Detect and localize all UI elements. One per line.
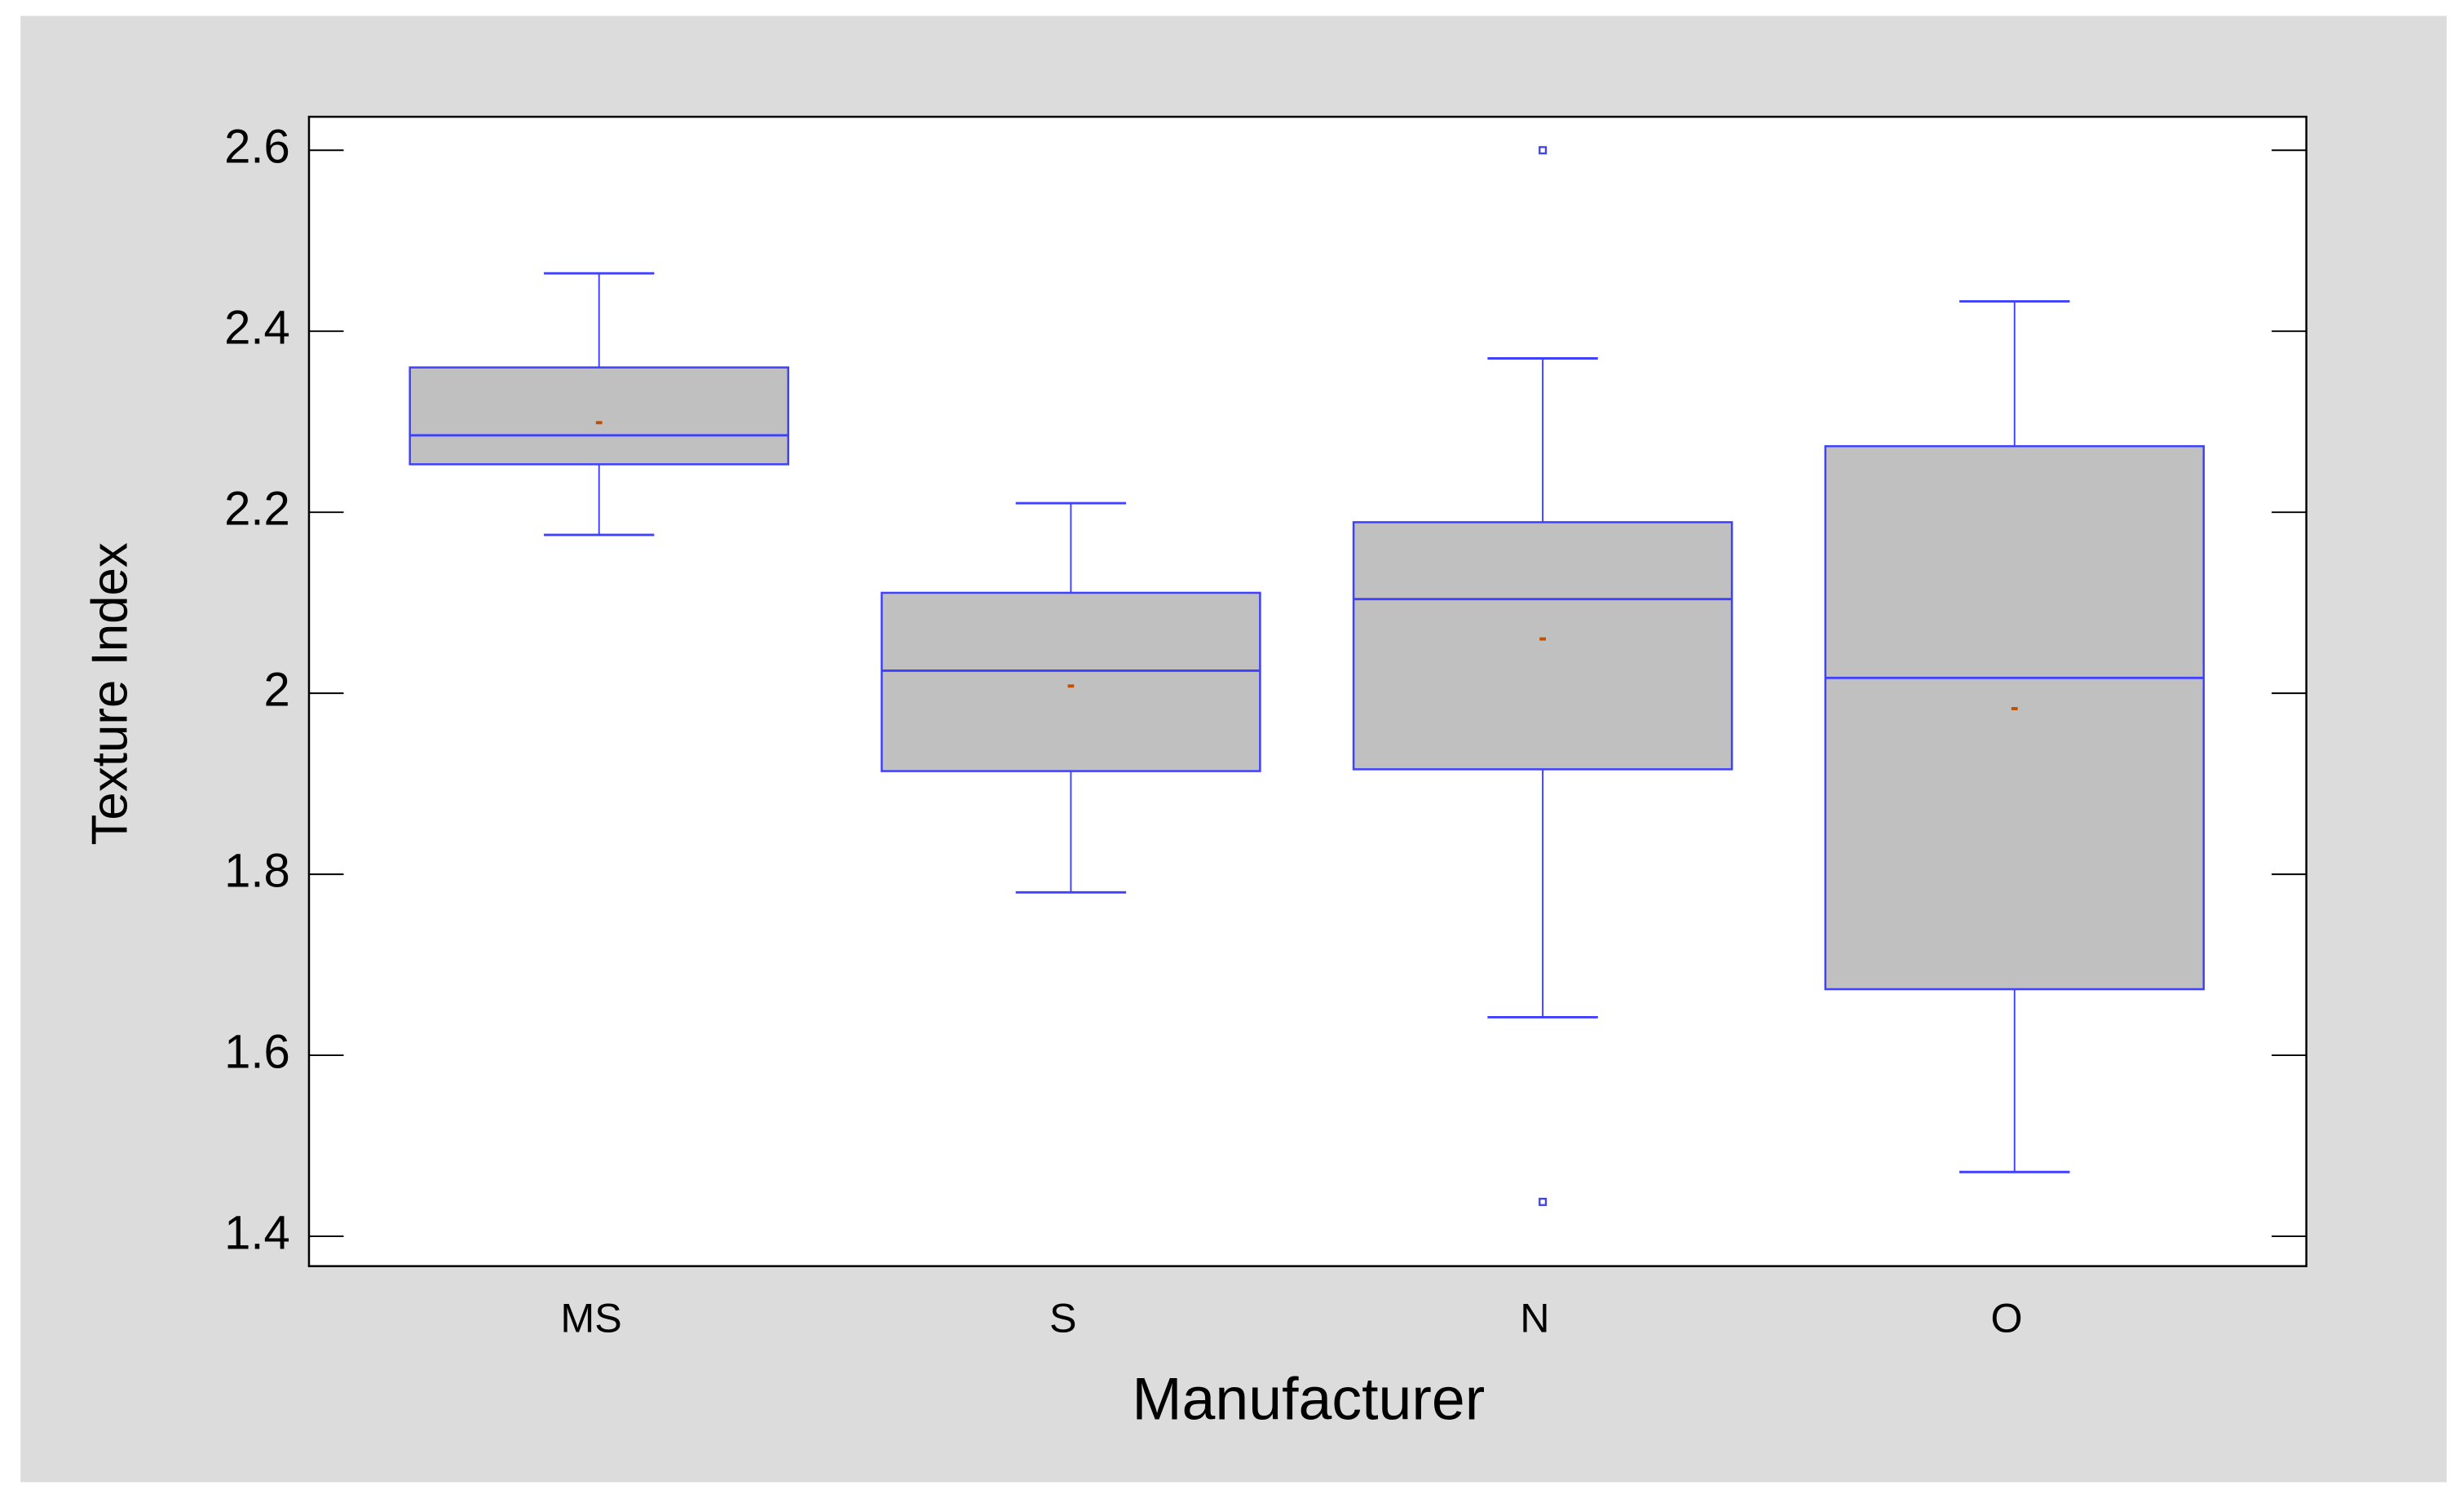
y-axis-label: Texture Index bbox=[82, 542, 139, 845]
x-tick-label: O bbox=[1991, 1296, 2023, 1341]
box bbox=[881, 591, 1261, 772]
outlier bbox=[1539, 146, 1548, 155]
box bbox=[408, 366, 789, 466]
x-axis-label: Manufacturer bbox=[1132, 1364, 1485, 1432]
mean-marker bbox=[1067, 684, 1075, 688]
box bbox=[1352, 521, 1733, 771]
y-tick-label: 2.6 bbox=[224, 121, 290, 174]
y-tick-label: 1.8 bbox=[224, 844, 290, 897]
x-tick-label: N bbox=[1520, 1296, 1549, 1341]
mean-marker bbox=[1539, 637, 1546, 641]
y-tick-label: 2 bbox=[263, 663, 289, 716]
box bbox=[1824, 444, 2206, 991]
x-tick-label: S bbox=[1049, 1296, 1077, 1341]
y-tick-label: 1.4 bbox=[224, 1206, 290, 1259]
x-tick-label: MS bbox=[560, 1296, 621, 1341]
mean-marker bbox=[595, 421, 603, 425]
y-tick-label: 2.4 bbox=[224, 302, 290, 355]
mean-marker bbox=[2011, 707, 2018, 710]
outlier bbox=[1539, 1197, 1548, 1206]
y-tick-label: 1.6 bbox=[224, 1025, 290, 1078]
y-tick-label: 2.2 bbox=[224, 483, 290, 536]
